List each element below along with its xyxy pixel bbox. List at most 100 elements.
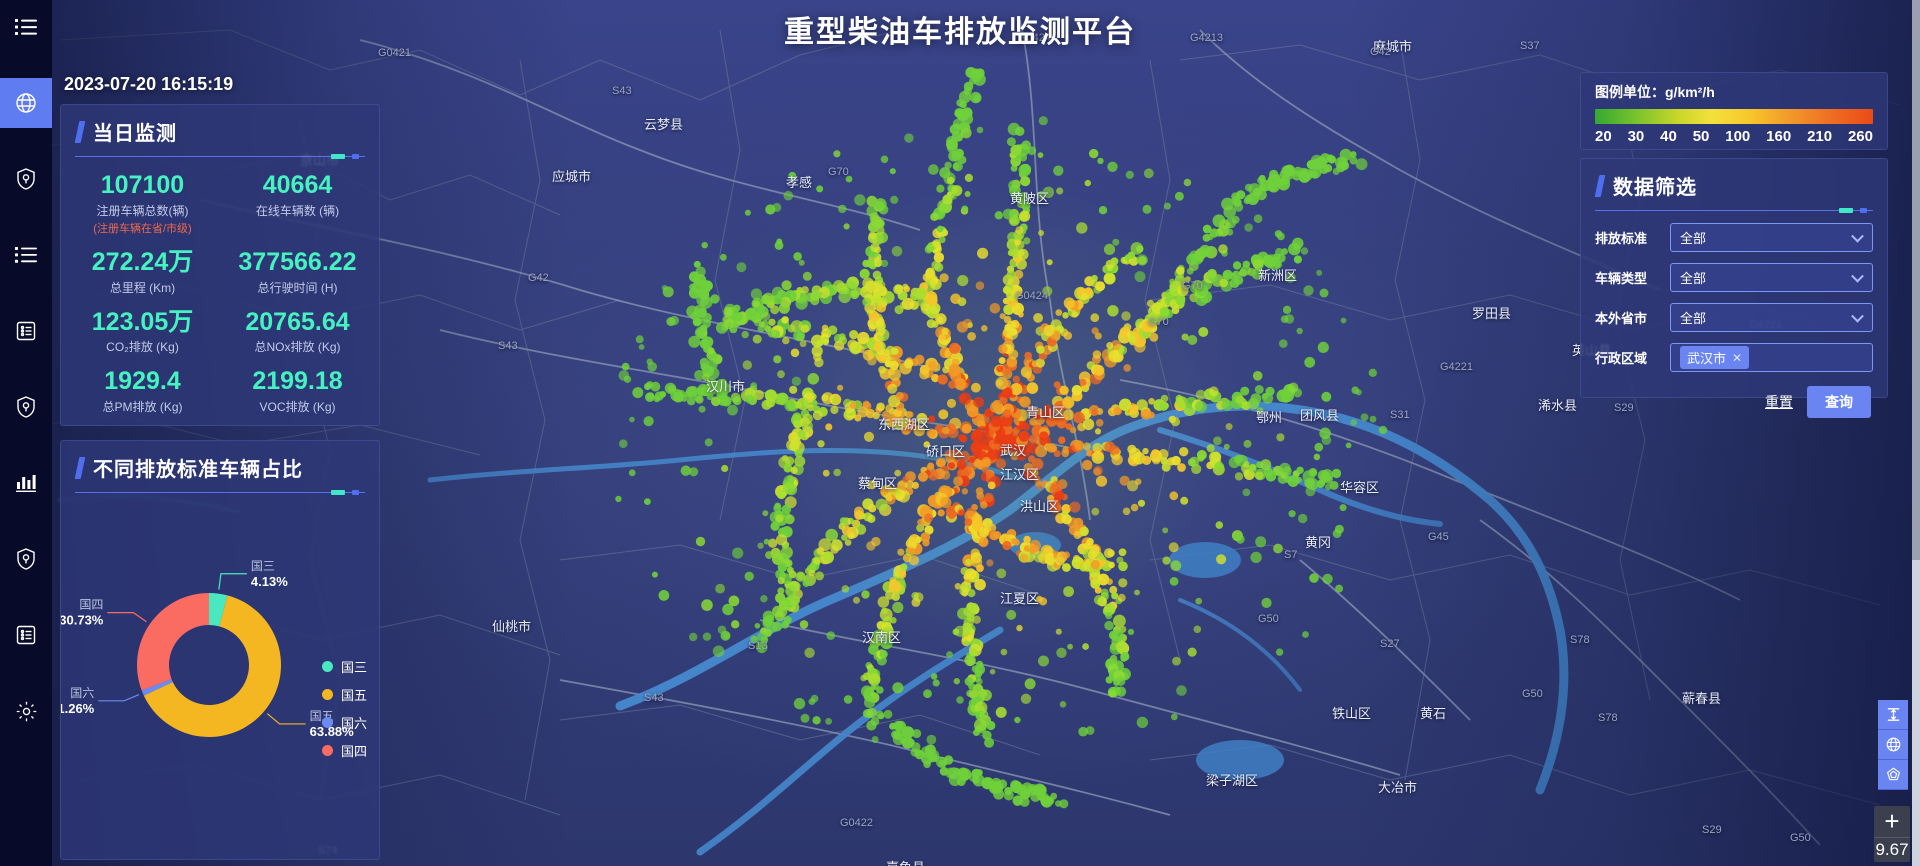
- stat-cell: 40664 在线车辆数 (辆): [220, 167, 375, 242]
- donut-leader-line: [98, 694, 140, 702]
- filter-panel-header: 数据筛选: [1581, 159, 1887, 208]
- reset-button[interactable]: 重置: [1765, 394, 1793, 410]
- stat-label: 总里程 (Km): [109, 280, 176, 295]
- sidebar-item-list[interactable]: [0, 230, 52, 280]
- sidebar-item-shield-3[interactable]: [0, 534, 52, 584]
- measure-icon[interactable]: [1878, 700, 1908, 730]
- donut-slice-percent: 1.26%: [61, 701, 95, 716]
- stat-cell: 272.24万总里程 (Km): [65, 244, 220, 302]
- legend-tick: 50: [1692, 128, 1710, 145]
- filter-tag-input[interactable]: 武汉市 ✕: [1670, 343, 1873, 372]
- stat-cell: 2199.18 VOC排放 (Kg): [220, 363, 375, 421]
- sidebar-item-report-1[interactable]: [0, 306, 52, 356]
- legend-row[interactable]: 国三: [321, 657, 367, 676]
- stat-label: 注册车辆总数(辆): [96, 203, 189, 218]
- filter-row: 本外省市 全部: [1595, 303, 1873, 332]
- stat-value: 272.24万: [91, 247, 194, 276]
- filter-row: 排放标准 全部: [1595, 223, 1873, 252]
- donut-panel-title: 不同排放标准车辆占比: [93, 459, 303, 481]
- emission-standard-share-panel: 不同排放标准车辆占比 国三 4.13% 国五 63.88% 国六 1.26% 国四 30.73…: [60, 440, 380, 860]
- legend-tick: 210: [1807, 128, 1833, 145]
- donut-slice[interactable]: [137, 593, 209, 691]
- stat-value: 123.05万: [91, 307, 194, 336]
- sidebar-item-globe[interactable]: [0, 78, 52, 128]
- divider-marker-teal: [331, 154, 345, 159]
- legend-label: 国六: [340, 716, 367, 731]
- legend-row[interactable]: 国五: [321, 685, 367, 704]
- sidebar-item-chart[interactable]: [0, 458, 52, 508]
- donut-panel-header: 不同排放标准车辆占比: [61, 441, 379, 490]
- stat-value: 1929.4: [104, 367, 181, 396]
- shield-icon: [17, 396, 35, 418]
- legend-tick: 260: [1847, 128, 1873, 145]
- donut-slice-label: 国三: [251, 559, 275, 573]
- filter-select[interactable]: 全部: [1670, 303, 1873, 332]
- filter-value: 全部: [1680, 231, 1707, 246]
- daily-monitor-panel: 当日监测 107100 注册车辆总数(辆) (注册车辆在省/市级) 40664 在线车辆…: [60, 104, 380, 426]
- daily-monitor-title: 当日监测: [93, 123, 177, 145]
- gear-icon: [16, 701, 36, 721]
- donut-leader-line: [107, 612, 147, 623]
- filter-label: 车辆类型: [1595, 271, 1648, 286]
- legend-color-ramp: [1595, 109, 1873, 124]
- zoom-level-value: 9.67: [1875, 840, 1909, 859]
- divider-marker-teal: [1839, 208, 1853, 213]
- stat-label: 总行驶时间 (H): [257, 280, 338, 295]
- stat-value: 20765.64: [245, 307, 350, 336]
- donut-chart-area: 国三 4.13% 国五 63.88% 国六 1.26% 国四 30.73% 国三 国五 国六 国四: [61, 493, 381, 853]
- donut-slice[interactable]: [209, 593, 228, 627]
- legend-color-dot: [321, 717, 333, 728]
- donut-slice[interactable]: [143, 595, 281, 737]
- legend-color-dot: [321, 745, 333, 756]
- filter-value: 全部: [1680, 311, 1707, 326]
- accent-bar: [74, 456, 86, 479]
- filter-fields: 排放标准 全部 车辆类型 全部 本外省市 全部 行政区域 武汉市 ✕: [1581, 211, 1887, 372]
- legend-tick: 160: [1766, 128, 1792, 145]
- chevron-down-icon[interactable]: [1851, 229, 1864, 243]
- legend-tick: 40: [1660, 128, 1677, 145]
- globe-icon: [16, 93, 36, 113]
- divider-marker-teal: [331, 490, 345, 495]
- area-icon[interactable]: [1878, 760, 1908, 790]
- chevron-down-icon[interactable]: [1851, 269, 1864, 283]
- legend-unit-label: 图例单位：g/km²/h: [1595, 84, 1715, 100]
- donut-slice-percent: 63.88%: [310, 724, 355, 739]
- legend-row[interactable]: 国六: [321, 713, 367, 732]
- close-icon[interactable]: ✕: [1732, 350, 1743, 365]
- filter-row: 车辆类型 全部: [1595, 263, 1873, 292]
- donut-slice[interactable]: [141, 679, 173, 696]
- menu-icon: [15, 19, 37, 35]
- divider-marker-blue: [352, 490, 359, 495]
- sidebar-item-shield-2[interactable]: [0, 382, 52, 432]
- stat-value: 2199.18: [252, 367, 343, 396]
- sidebar-item-report-2[interactable]: [0, 610, 52, 660]
- stat-label: VOC排放 (Kg): [259, 400, 336, 414]
- stat-label: 总PM排放 (Kg): [102, 400, 183, 414]
- legend-color-dot: [321, 689, 333, 700]
- divider-marker-blue: [1860, 208, 1867, 213]
- donut-slice-percent: 4.13%: [251, 574, 288, 589]
- legend-tick: 100: [1725, 128, 1751, 145]
- sidebar-item-shield-1[interactable]: [0, 154, 52, 204]
- query-button[interactable]: 查询: [1807, 386, 1871, 418]
- filter-label: 排放标准: [1595, 231, 1648, 246]
- legend-tick-labels: 20 30 40 50 100 160 210 260: [1595, 128, 1873, 145]
- page-scrollbar[interactable]: [1912, 0, 1920, 866]
- stat-cell: 377566.22 总行驶时间 (H): [220, 244, 375, 302]
- list-icon: [15, 247, 37, 263]
- zoom-in-button[interactable]: +: [1874, 806, 1910, 838]
- data-filter-panel: 数据筛选 排放标准 全部 车辆类型 全部 本外省市 全部 行政区域 武汉市 ✕ 重置 查询: [1580, 158, 1888, 418]
- filter-select[interactable]: 全部: [1670, 223, 1873, 252]
- filter-select[interactable]: 全部: [1670, 263, 1873, 292]
- filter-value: 全部: [1680, 271, 1707, 286]
- scrollbar-thumb[interactable]: [1912, 0, 1920, 560]
- sidebar-item-menu[interactable]: [0, 2, 52, 52]
- map-tool-buttons: [1878, 700, 1908, 790]
- sidebar-item-settings[interactable]: [0, 686, 52, 736]
- legend-row[interactable]: 国四: [321, 741, 367, 760]
- divider-marker-blue: [352, 154, 359, 159]
- globe-icon[interactable]: [1878, 730, 1908, 760]
- chevron-down-icon[interactable]: [1851, 309, 1864, 323]
